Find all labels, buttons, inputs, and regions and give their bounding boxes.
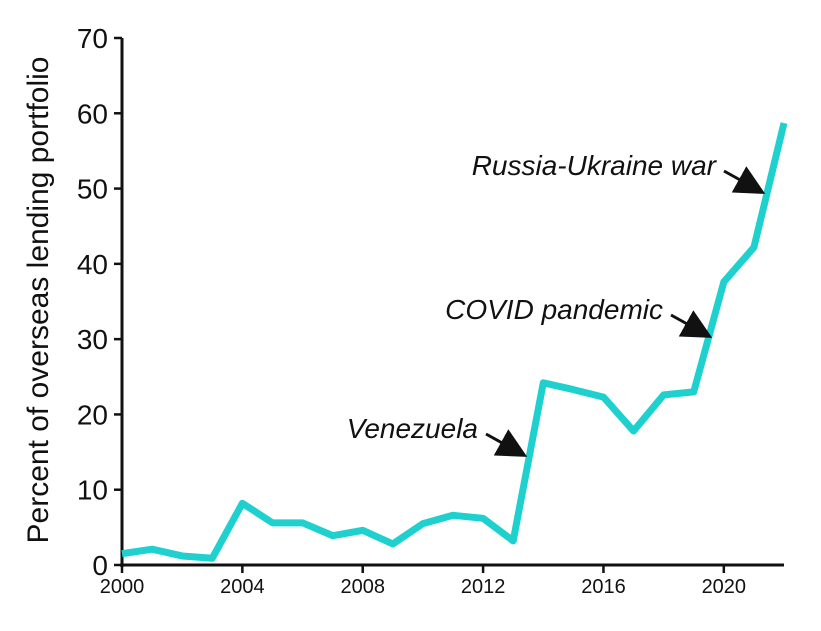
y-tick-label-0: 0: [92, 550, 108, 581]
annotation-arrow-2: [723, 166, 766, 194]
y-axis-title: Percent of overseas lending portfolio: [22, 57, 55, 544]
y-tick-label-30: 30: [77, 324, 108, 355]
x-tick-label-2008: 2008: [340, 576, 385, 598]
x-tick-label-2020: 2020: [702, 576, 747, 598]
y-tick-label-20: 20: [77, 399, 108, 430]
y-tick-label-40: 40: [77, 249, 108, 280]
series-layer: [121, 122, 788, 562]
x-tick-label-2000: 2000: [100, 576, 145, 598]
x-tick-label-2016: 2016: [581, 576, 626, 598]
y-tick-label-70: 70: [77, 23, 108, 54]
annotation-label-2: Russia-Ukraine war: [472, 150, 718, 181]
axes: 0 10 20 30 40 50 60 70 2000 2004 2008 2012 2016 2020: [77, 23, 784, 598]
annotation-arrow-0: [485, 429, 528, 457]
annotation-label-1: COVID pandemic: [445, 294, 663, 325]
y-tick-label-50: 50: [77, 174, 108, 205]
y-tick-label-60: 60: [77, 98, 108, 129]
annotation-arrow-1: [670, 310, 713, 338]
annotations: Venezuela COVID pandemic Russia-Ukraine wa…: [347, 150, 766, 457]
annotation-label-0: Venezuela: [347, 413, 478, 444]
x-tick-label-2004: 2004: [220, 576, 265, 598]
y-tick-label-10: 10: [77, 475, 108, 506]
series-line-0: [121, 122, 788, 562]
x-tick-label-2012: 2012: [461, 576, 506, 598]
